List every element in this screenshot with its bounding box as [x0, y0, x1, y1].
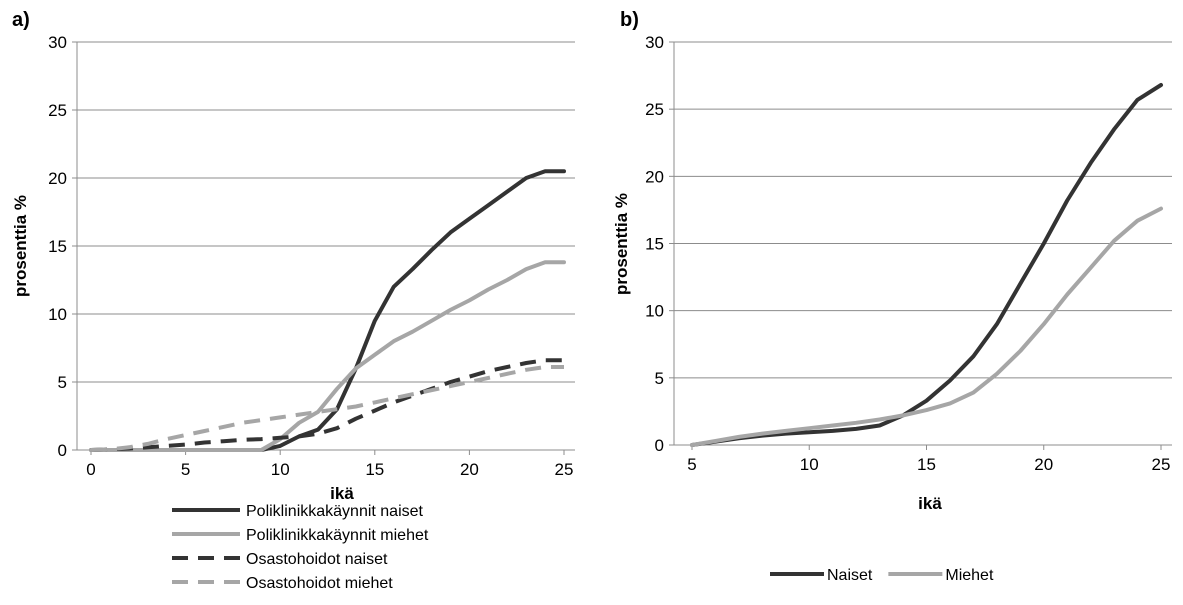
x-tick-label: 5 — [181, 460, 190, 479]
x-tick-label: 10 — [271, 460, 290, 479]
y-tick-label: 25 — [645, 100, 664, 119]
legend-label: Osastohoidot naiset — [246, 551, 388, 568]
panel-label: b) — [620, 9, 639, 31]
series-line-4 — [90, 365, 564, 452]
x-tick-label: 20 — [460, 460, 479, 479]
y-tick-label: 5 — [58, 373, 67, 392]
y-tick-label: 10 — [645, 302, 664, 321]
series-line-1 — [89, 169, 566, 452]
series-line-2 — [690, 206, 1163, 447]
y-tick-label: 0 — [58, 441, 67, 460]
x-tick-label: 0 — [86, 460, 95, 479]
legend-label: Naiset — [827, 567, 873, 584]
y-tick-label: 30 — [48, 33, 67, 52]
x-axis-title: ikä — [918, 494, 942, 513]
y-tick-label: 20 — [48, 169, 67, 188]
x-tick-label: 25 — [555, 460, 574, 479]
y-axis-title: prosenttia % — [612, 193, 631, 295]
x-axis-title: ikä — [330, 484, 354, 503]
y-tick-label: 0 — [655, 436, 664, 455]
series-line-2 — [89, 260, 566, 452]
y-tick-label: 20 — [645, 167, 664, 186]
x-tick-label: 5 — [687, 455, 696, 474]
y-axis-title: prosenttia % — [11, 195, 30, 297]
y-tick-label: 15 — [48, 237, 67, 256]
y-tick-label: 15 — [645, 235, 664, 254]
x-tick-label: 25 — [1152, 455, 1171, 474]
y-tick-label: 30 — [645, 33, 664, 52]
legend-label: Poliklinikkakäynnit miehet — [246, 527, 429, 544]
series-line-3 — [90, 358, 564, 452]
x-tick-label: 10 — [800, 455, 819, 474]
x-tick-label: 15 — [365, 460, 384, 479]
legend-label: Poliklinikkakäynnit naiset — [246, 503, 424, 520]
panel-label: a) — [12, 9, 30, 31]
x-tick-label: 15 — [917, 455, 936, 474]
y-tick-label: 5 — [655, 369, 664, 388]
legend-label: Miehet — [945, 567, 994, 584]
y-tick-label: 10 — [48, 305, 67, 324]
y-tick-label: 25 — [48, 101, 67, 120]
chart-a: a) 0 5 10 15 20 25 30 0 5 10 15 20 25 ikä prosenttia % P… — [11, 9, 575, 592]
chart-b: b) 0 5 10 15 20 25 30 5 10 15 20 25 ikä prosenttia % Na… — [612, 9, 1172, 584]
x-tick-label: 20 — [1034, 455, 1053, 474]
legend-label: Osastohoidot miehet — [246, 575, 393, 592]
series-line-1 — [690, 83, 1163, 447]
